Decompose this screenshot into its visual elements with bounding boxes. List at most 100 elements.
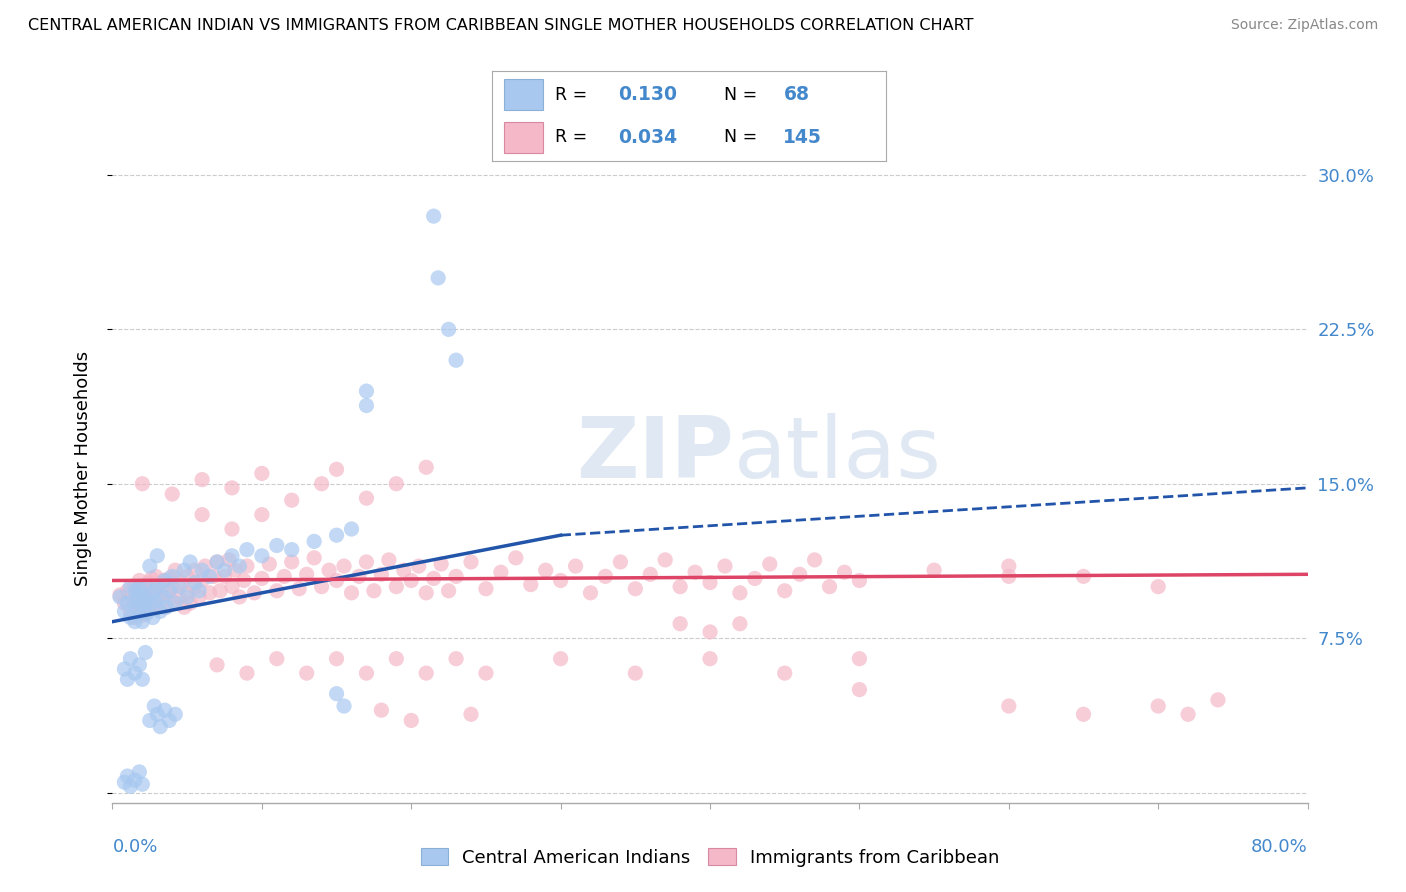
Point — [356, 399, 378, 413]
Point — [654, 553, 676, 567]
Point — [153, 600, 176, 615]
Point — [120, 580, 142, 594]
Point — [176, 586, 198, 600]
Point — [179, 596, 201, 610]
Point — [228, 559, 250, 574]
Point — [139, 714, 162, 728]
Point — [773, 666, 796, 681]
Point — [128, 607, 150, 621]
Point — [1147, 699, 1170, 714]
Point — [157, 714, 180, 728]
Point — [205, 555, 228, 569]
Text: 80.0%: 80.0% — [1251, 838, 1308, 856]
Point — [114, 662, 135, 676]
Point — [250, 508, 273, 522]
Point — [475, 666, 498, 681]
Point — [117, 583, 139, 598]
Point — [214, 563, 236, 577]
Point — [744, 571, 766, 585]
Point — [134, 646, 156, 660]
Point — [534, 563, 557, 577]
Point — [363, 583, 385, 598]
Text: N =: N = — [724, 86, 763, 103]
Point — [444, 353, 467, 368]
Point — [489, 566, 512, 580]
Point — [370, 567, 392, 582]
Text: R =: R = — [555, 86, 593, 103]
Point — [143, 583, 166, 598]
Point — [415, 586, 437, 600]
Point — [183, 575, 205, 590]
Point — [135, 590, 157, 604]
Point — [415, 460, 437, 475]
Point — [134, 580, 156, 594]
Text: R =: R = — [555, 128, 593, 146]
Point — [162, 580, 183, 594]
Bar — [503, 79, 543, 110]
Point — [194, 559, 217, 574]
Point — [146, 707, 169, 722]
Point — [114, 775, 135, 789]
Point — [250, 467, 273, 481]
Point — [318, 563, 340, 577]
Point — [124, 666, 146, 681]
Text: 145: 145 — [783, 128, 823, 147]
Bar — [503, 122, 543, 153]
Point — [139, 600, 162, 615]
Point — [385, 476, 408, 491]
Point — [295, 666, 318, 681]
Point — [131, 582, 153, 596]
Point — [236, 542, 259, 557]
Point — [146, 549, 169, 563]
Point — [202, 569, 225, 583]
Point — [998, 569, 1021, 583]
Point — [818, 580, 841, 594]
Point — [120, 651, 142, 665]
Point — [803, 553, 825, 567]
Point — [114, 604, 135, 618]
Point — [1073, 569, 1095, 583]
Point — [153, 703, 176, 717]
Text: N =: N = — [724, 128, 763, 146]
Point — [1073, 707, 1095, 722]
Point — [579, 586, 602, 600]
Point — [311, 476, 333, 491]
Text: 0.130: 0.130 — [619, 85, 678, 104]
Point — [124, 615, 146, 629]
Point — [141, 596, 163, 610]
Point — [131, 615, 153, 629]
Point — [188, 583, 211, 598]
Point — [131, 777, 153, 791]
Point — [325, 462, 347, 476]
Point — [505, 550, 527, 565]
Point — [221, 481, 243, 495]
Point — [191, 508, 214, 522]
Point — [134, 594, 156, 608]
Point — [129, 596, 152, 610]
Point — [183, 580, 205, 594]
Point — [415, 666, 437, 681]
Point — [401, 574, 423, 588]
Point — [129, 592, 152, 607]
Point — [1147, 580, 1170, 594]
Point — [214, 569, 236, 583]
Point — [128, 764, 150, 779]
Point — [669, 580, 692, 594]
Point — [170, 575, 193, 590]
Point — [146, 580, 169, 594]
Point — [236, 666, 259, 681]
Point — [609, 555, 631, 569]
Point — [475, 582, 498, 596]
Point — [139, 559, 162, 574]
Point — [281, 542, 304, 557]
Point — [132, 594, 155, 608]
Point — [392, 563, 415, 577]
Point — [224, 563, 246, 577]
Text: Source: ZipAtlas.com: Source: ZipAtlas.com — [1230, 18, 1378, 32]
Point — [356, 555, 378, 569]
Point — [165, 707, 187, 722]
Point — [122, 592, 145, 607]
Point — [356, 384, 378, 398]
Point — [669, 616, 692, 631]
Text: CENTRAL AMERICAN INDIAN VS IMMIGRANTS FROM CARIBBEAN SINGLE MOTHER HOUSEHOLDS CO: CENTRAL AMERICAN INDIAN VS IMMIGRANTS FR… — [28, 18, 973, 33]
